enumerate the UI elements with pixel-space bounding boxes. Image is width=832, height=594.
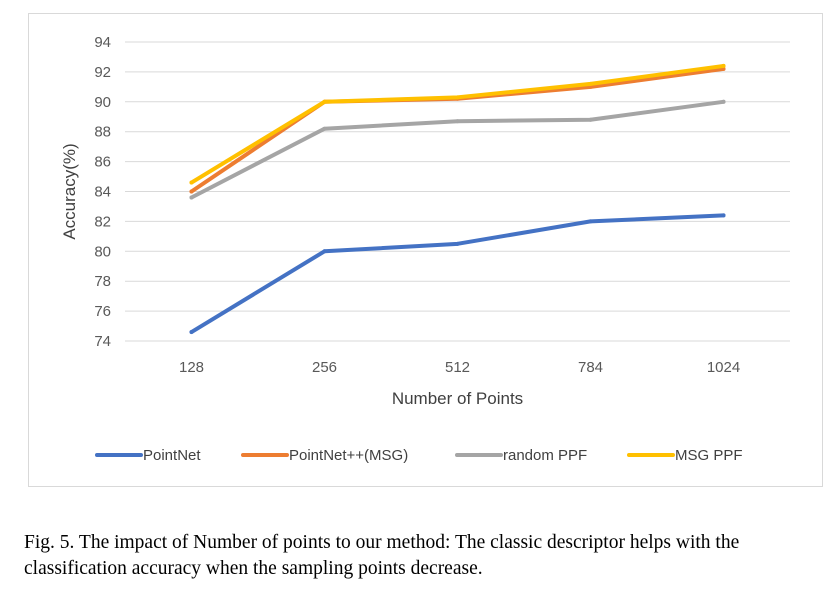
legend-label: random PPF bbox=[503, 447, 587, 464]
data-point bbox=[588, 219, 593, 224]
data-point bbox=[588, 81, 593, 86]
y-tick-label: 84 bbox=[94, 184, 111, 201]
series-line-0 bbox=[189, 213, 726, 335]
data-point bbox=[721, 213, 726, 218]
y-tick-label: 82 bbox=[94, 213, 111, 230]
x-tick-label: 784 bbox=[578, 359, 603, 376]
series-line-1 bbox=[189, 66, 726, 194]
y-tick-label: 80 bbox=[94, 243, 111, 260]
data-point bbox=[189, 195, 194, 200]
y-tick-label: 92 bbox=[94, 64, 111, 81]
x-tick-label: 256 bbox=[312, 359, 337, 376]
series-line-2 bbox=[189, 99, 726, 200]
gridlines bbox=[125, 41, 790, 342]
y-axis-title: Accuracy(%) bbox=[60, 143, 79, 239]
x-axis-title: Number of Points bbox=[392, 389, 523, 408]
data-point bbox=[455, 241, 460, 246]
data-point bbox=[455, 95, 460, 100]
data-point bbox=[189, 330, 194, 335]
data-point bbox=[721, 99, 726, 104]
x-tick-label: 1024 bbox=[707, 359, 740, 376]
y-tick-label: 90 bbox=[94, 94, 111, 111]
legend-label: PointNet++(MSG) bbox=[289, 447, 408, 464]
data-point bbox=[322, 126, 327, 131]
chart-frame: 74 76 78 80 82 84 86 88 90 92 94 128 256 512 784 1024 … bbox=[28, 13, 823, 487]
figure-caption: Fig. 5. The impact of Number of points t… bbox=[24, 532, 740, 579]
data-point bbox=[721, 63, 726, 68]
x-tick-labels: 128 256 512 784 1024 bbox=[179, 359, 740, 376]
y-tick-label: 94 bbox=[94, 34, 111, 51]
y-tick-label: 86 bbox=[94, 154, 111, 171]
x-tick-label: 512 bbox=[445, 359, 470, 376]
legend: PointNet PointNet++(MSG) random PPF MSG PPF bbox=[95, 447, 743, 464]
data-point bbox=[322, 99, 327, 104]
x-tick-label: 128 bbox=[179, 359, 204, 376]
data-point bbox=[189, 180, 194, 185]
legend-label: MSG PPF bbox=[675, 447, 743, 464]
y-tick-label: 74 bbox=[94, 333, 111, 350]
data-point bbox=[189, 189, 194, 194]
y-tick-label: 88 bbox=[94, 124, 111, 141]
y-tick-label: 76 bbox=[94, 303, 111, 320]
data-point bbox=[322, 249, 327, 254]
y-tick-labels: 74 76 78 80 82 84 86 88 90 92 94 bbox=[94, 34, 111, 350]
legend-label: PointNet bbox=[143, 447, 201, 464]
series-line-3 bbox=[189, 63, 726, 185]
series-lines bbox=[189, 63, 726, 335]
y-tick-label: 78 bbox=[94, 273, 111, 290]
data-point bbox=[588, 117, 593, 122]
data-point bbox=[455, 119, 460, 124]
